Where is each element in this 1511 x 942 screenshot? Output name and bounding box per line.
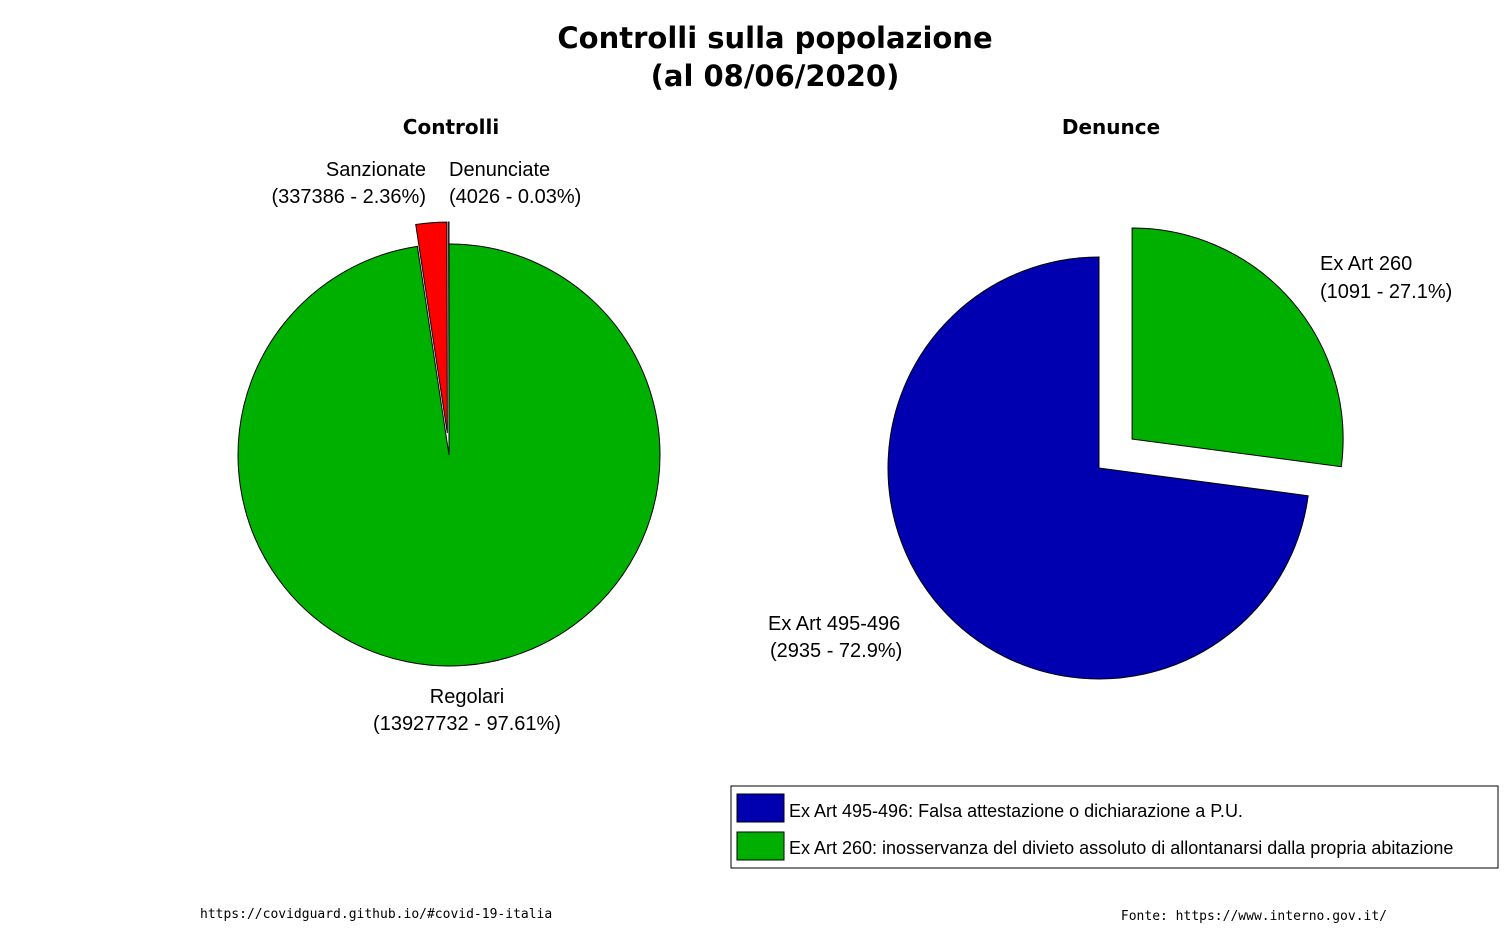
slice-label-regolari-value: (13927732 - 97.61%)	[373, 713, 561, 735]
denunce-slice-ex-art-260	[1131, 227, 1344, 468]
slice-label-denunciate-value: (4026 - 0.03%)	[449, 186, 581, 208]
slice-label-art495-value: (2935 - 72.9%)	[770, 640, 902, 662]
footer-source-left: https://covidguard.github.io/#covid-19-i…	[200, 907, 552, 922]
slice-label-art260-value: (1091 - 27.1%)	[1320, 281, 1452, 303]
controlli-slice-regolari	[237, 243, 661, 667]
slice-label-sanzionate-value: (337386 - 2.36%)	[271, 186, 426, 208]
legend-item-art260: Ex Art 260: inosservanza del divieto ass…	[789, 838, 1453, 858]
footer-source-right: Fonte: https://www.interno.gov.it/	[1121, 909, 1387, 924]
chart-title-line1: Controlli sulla popolazione	[557, 21, 992, 55]
legend: Ex Art 495-496: Falsa attestazione o dic…	[730, 785, 1499, 869]
pie-controlli	[237, 221, 661, 667]
denunce-slice-ex-art-495-496	[887, 256, 1309, 680]
controlli-slice-sanzionate	[415, 221, 448, 434]
pie-title-controlli: Controlli	[403, 115, 499, 139]
legend-swatch-art495	[736, 793, 785, 823]
slice-label-regolari-name: Regolari	[430, 686, 504, 708]
pie-denunce	[887, 227, 1344, 680]
chart-title-line2: (al 08/06/2020)	[651, 59, 900, 93]
legend-box	[730, 785, 1499, 869]
slice-label-denunciate-name: Denunciate	[449, 159, 550, 181]
slice-label-sanzionate-name: Sanzionate	[326, 159, 426, 181]
pie-title-denunce: Denunce	[1062, 115, 1160, 139]
slice-label-art495-name: Ex Art 495-496	[768, 613, 900, 635]
legend-swatch-art260	[736, 831, 785, 861]
slice-label-art260-name: Ex Art 260	[1320, 253, 1412, 275]
legend-item-art495: Ex Art 495-496: Falsa attestazione o dic…	[789, 801, 1243, 821]
